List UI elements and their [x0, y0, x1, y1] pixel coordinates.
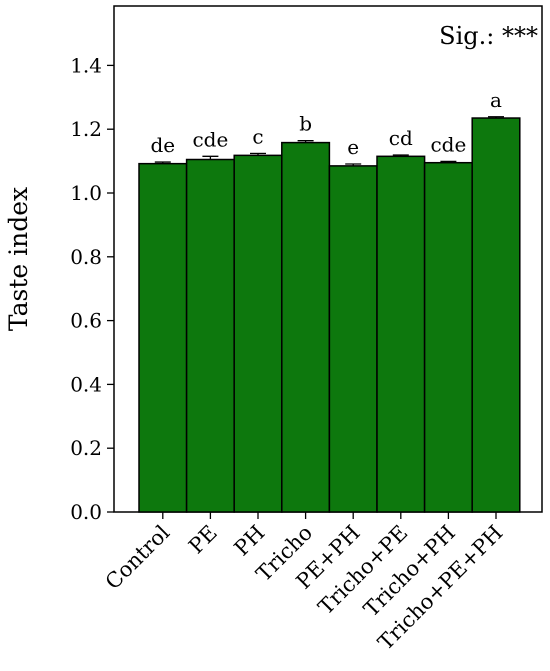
y-axis-label: Taste index — [4, 187, 33, 331]
bar-pe-ph — [328, 165, 378, 513]
bar-tricho — [281, 141, 331, 513]
y-tick-label: 1.2 — [70, 117, 102, 141]
x-tick-label: Control — [101, 520, 175, 594]
bar-control — [138, 162, 188, 513]
y-tick-label: 0.2 — [70, 436, 102, 460]
error-bar — [154, 161, 171, 164]
x-tick-label: PH — [230, 521, 270, 561]
significance-letter: de — [150, 133, 175, 157]
y-tick-label: 1.4 — [70, 53, 102, 77]
significance-letter: a — [490, 88, 502, 112]
error-bar — [488, 116, 504, 119]
y-axis-ticks: 0.0 0.2 0.4 0.6 0.8 1.0 1.2 1.4 — [70, 53, 114, 524]
y-tick-label: 0.6 — [70, 309, 102, 333]
bar-tricho-pe — [376, 155, 426, 513]
error-bar — [440, 160, 457, 163]
y-tick-label: 0.8 — [70, 245, 102, 269]
error-bar — [250, 152, 266, 156]
significance-note: Sig.: *** — [439, 22, 538, 50]
significance-letter: cde — [430, 132, 466, 156]
x-tick-label: PE — [184, 521, 222, 559]
bar-pe — [185, 158, 235, 513]
error-bar — [202, 155, 219, 160]
significance-letter: cde — [192, 127, 228, 151]
y-tick-label: 1.0 — [70, 181, 102, 205]
bars-group — [138, 117, 521, 513]
significance-letter: b — [299, 112, 312, 136]
significance-letter: c — [252, 124, 263, 148]
bar-ph — [233, 154, 283, 513]
y-tick-label: 0.4 — [70, 372, 102, 396]
bar-tricho-ph — [423, 161, 473, 513]
error-bar — [392, 154, 409, 157]
x-axis-ticks: Control PE PHTrichoPE+PHTricho+PETricho+PH… — [101, 512, 508, 655]
error-bar — [297, 140, 314, 143]
significance-letter: cd — [389, 126, 413, 150]
bar-tricho-pe-ph — [471, 117, 521, 513]
significance-letter: e — [347, 135, 359, 159]
error-bar — [345, 163, 362, 166]
error-bars-group — [154, 116, 504, 166]
y-tick-label: 0.0 — [70, 500, 102, 524]
